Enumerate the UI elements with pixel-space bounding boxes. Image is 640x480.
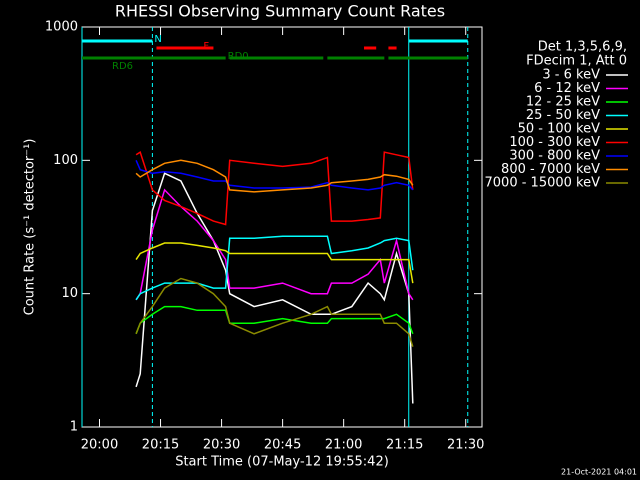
y-tick-label: 10 (61, 286, 78, 301)
x-axis-title: Start Time (07-May-12 19:55:42) (175, 455, 389, 470)
chart-title: RHESSI Observing Summary Count Rates (115, 2, 445, 21)
series-line (135, 242, 414, 284)
legend-label: 50 - 100 keV (518, 122, 601, 137)
y-axis-title: Count Rate (s⁻¹ detector⁻¹) (23, 139, 38, 316)
legend-label: 300 - 800 keV (509, 149, 600, 164)
x-tick-label: 21:30 (447, 438, 484, 453)
x-tick-label: 20:45 (264, 438, 301, 453)
flag-label: N (154, 34, 161, 45)
legend-label: 3 - 6 keV (542, 68, 600, 83)
series-line (135, 235, 414, 301)
series-line (135, 172, 414, 404)
x-tick-label: 21:00 (325, 438, 362, 453)
flag-label: F (203, 41, 209, 52)
footer: 21-Oct-2021 04:01 (561, 468, 637, 477)
y-tick-label: 100 (53, 153, 78, 168)
series-line (135, 277, 414, 347)
flag-label: RD0 (228, 51, 249, 62)
legend-label: 800 - 7000 keV (501, 162, 600, 177)
series-line (135, 159, 414, 193)
x-tick-label: 20:30 (203, 438, 240, 453)
legend-label: 100 - 300 keV (509, 135, 600, 150)
legend-label: 12 - 25 keV (526, 95, 600, 110)
series-line (135, 151, 414, 226)
legend-label: 25 - 50 keV (526, 108, 600, 123)
x-tick-label: 21:15 (386, 438, 423, 453)
legend-title: FDecim 1, Att 0 (526, 54, 627, 69)
x-tick-label: 20:00 (81, 438, 118, 453)
legend-label: 6 - 12 keV (534, 81, 600, 96)
legend-title: Det 1,3,5,6,9, (538, 40, 627, 55)
series-line (135, 160, 414, 191)
flag-label: RD6 (112, 61, 133, 72)
y-tick-label: 1000 (45, 20, 78, 35)
y-tick-label: 1 (70, 420, 78, 435)
x-tick-label: 20:15 (142, 438, 179, 453)
series-line (135, 188, 414, 301)
legend-label: 7000 - 15000 keV (485, 176, 601, 191)
